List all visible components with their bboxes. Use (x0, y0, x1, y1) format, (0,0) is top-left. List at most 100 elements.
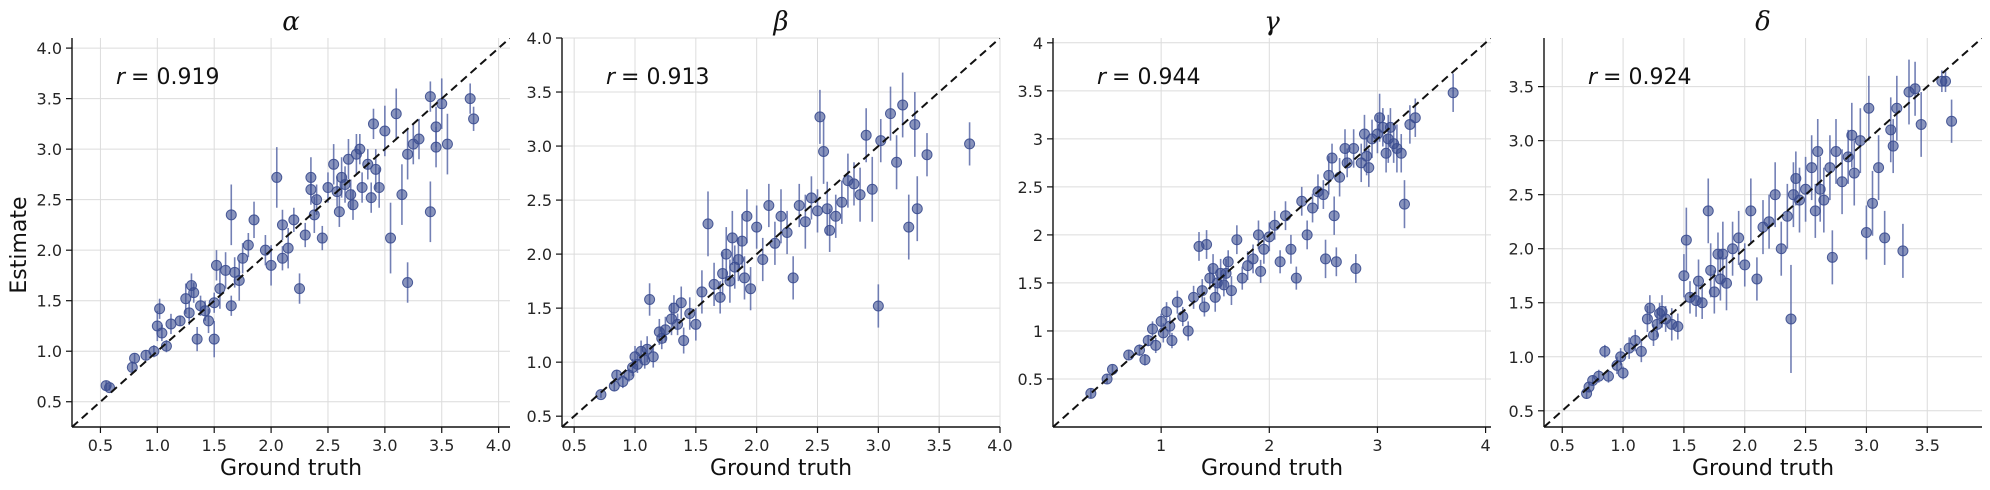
data-point (1696, 297, 1708, 309)
data-point (1615, 351, 1627, 363)
data-point (328, 158, 340, 170)
data-point (1139, 354, 1151, 366)
data-point (781, 227, 793, 238)
data-point (1255, 265, 1267, 277)
y-tick-label: 2.5 (37, 191, 62, 210)
data-point (1247, 253, 1259, 265)
data-point (1447, 87, 1459, 99)
data-point (214, 283, 226, 295)
correlation-value: = 0.944 (1112, 65, 1200, 90)
y-tick-label: 4 (1033, 34, 1043, 53)
y-tick-label: 1.0 (1509, 348, 1534, 367)
data-point (402, 277, 414, 289)
data-point (1680, 234, 1692, 246)
y-tick-label: 0.5 (1018, 370, 1043, 389)
data-point (885, 108, 896, 120)
data-point (1909, 83, 1921, 95)
data-point (1946, 115, 1958, 127)
data-point (1879, 232, 1891, 244)
data-point (921, 149, 933, 161)
identity-line (562, 38, 1000, 427)
data-point (1693, 275, 1705, 287)
data-point (1745, 205, 1757, 217)
data-point (1915, 118, 1927, 130)
data-point (1781, 210, 1793, 222)
data-point (370, 163, 382, 175)
data-point (659, 324, 671, 336)
data-point (1629, 335, 1641, 347)
x-tick-label: 4 (1480, 436, 1490, 455)
data-point (1818, 194, 1830, 206)
data-point (1252, 229, 1264, 241)
y-tick-label: 3.5 (1018, 82, 1043, 101)
data-point (668, 302, 680, 314)
data-point (690, 318, 702, 330)
data-point (745, 283, 757, 295)
data-point (1330, 256, 1342, 268)
data-point (1836, 176, 1848, 188)
data-point (1873, 162, 1885, 174)
data-point (1198, 301, 1210, 313)
correlation-annotation: r = 0.924 (1588, 65, 1691, 90)
panel-title: γ (1264, 7, 1280, 37)
data-point (1717, 248, 1729, 260)
correlation-symbol: r (1097, 65, 1108, 90)
data-point (1678, 270, 1690, 282)
data-point (1635, 345, 1647, 357)
x-tick-label: 2.5 (315, 436, 340, 455)
data-point (208, 297, 220, 309)
y-tick-label: 0.5 (37, 393, 62, 412)
data-point (696, 286, 708, 298)
data-point (104, 382, 116, 394)
panel-title: β (772, 7, 788, 37)
series (1581, 59, 1958, 400)
x-tick-label: 3.5 (926, 436, 951, 455)
x-tick-label: 3.0 (866, 436, 891, 455)
x-tick-label: 4.0 (486, 436, 511, 455)
data-point (396, 189, 408, 201)
correlation-symbol: r (606, 65, 617, 90)
y-tick-label: 0.5 (527, 407, 552, 426)
data-point (909, 118, 921, 130)
data-point (739, 272, 750, 284)
data-point (717, 268, 729, 280)
data-point (1617, 367, 1629, 379)
data-point (424, 91, 436, 103)
data-point (872, 300, 884, 312)
data-point (818, 145, 830, 157)
identity-line (72, 38, 510, 427)
data-point (1350, 263, 1362, 275)
data-point (1812, 145, 1824, 157)
data-point (424, 206, 436, 218)
data-point (1814, 183, 1826, 195)
data-point (1231, 234, 1243, 246)
x-tick-label: 2.0 (1732, 436, 1757, 455)
y-tick-label: 2.5 (1509, 186, 1534, 205)
x-tick-label: 1 (1156, 436, 1166, 455)
data-point (308, 209, 320, 221)
data-point (1323, 169, 1335, 181)
data-point (720, 248, 732, 260)
data-point (1328, 210, 1340, 222)
data-point (373, 182, 385, 194)
y-tick-label: 3.0 (527, 137, 552, 156)
data-point (1222, 256, 1234, 268)
x-axis-label: Ground truth (710, 456, 852, 481)
data-point (751, 221, 763, 233)
x-tick-label: 1.0 (622, 436, 647, 455)
y-tick-label: 3.5 (527, 83, 552, 102)
data-point (757, 254, 769, 266)
data-point (237, 252, 249, 264)
x-tick-label: 1.0 (1610, 436, 1635, 455)
x-tick-label: 3.5 (1915, 436, 1940, 455)
data-point (1702, 205, 1714, 217)
x-tick-label: 2.5 (1793, 436, 1818, 455)
data-point (188, 287, 200, 299)
data-point (1846, 129, 1858, 141)
data-point (1672, 321, 1684, 333)
data-point (379, 125, 391, 137)
x-tick-label: 1.5 (683, 436, 708, 455)
data-point (724, 275, 736, 287)
y-tick-label: 1.0 (527, 353, 552, 372)
data-point (860, 129, 872, 141)
